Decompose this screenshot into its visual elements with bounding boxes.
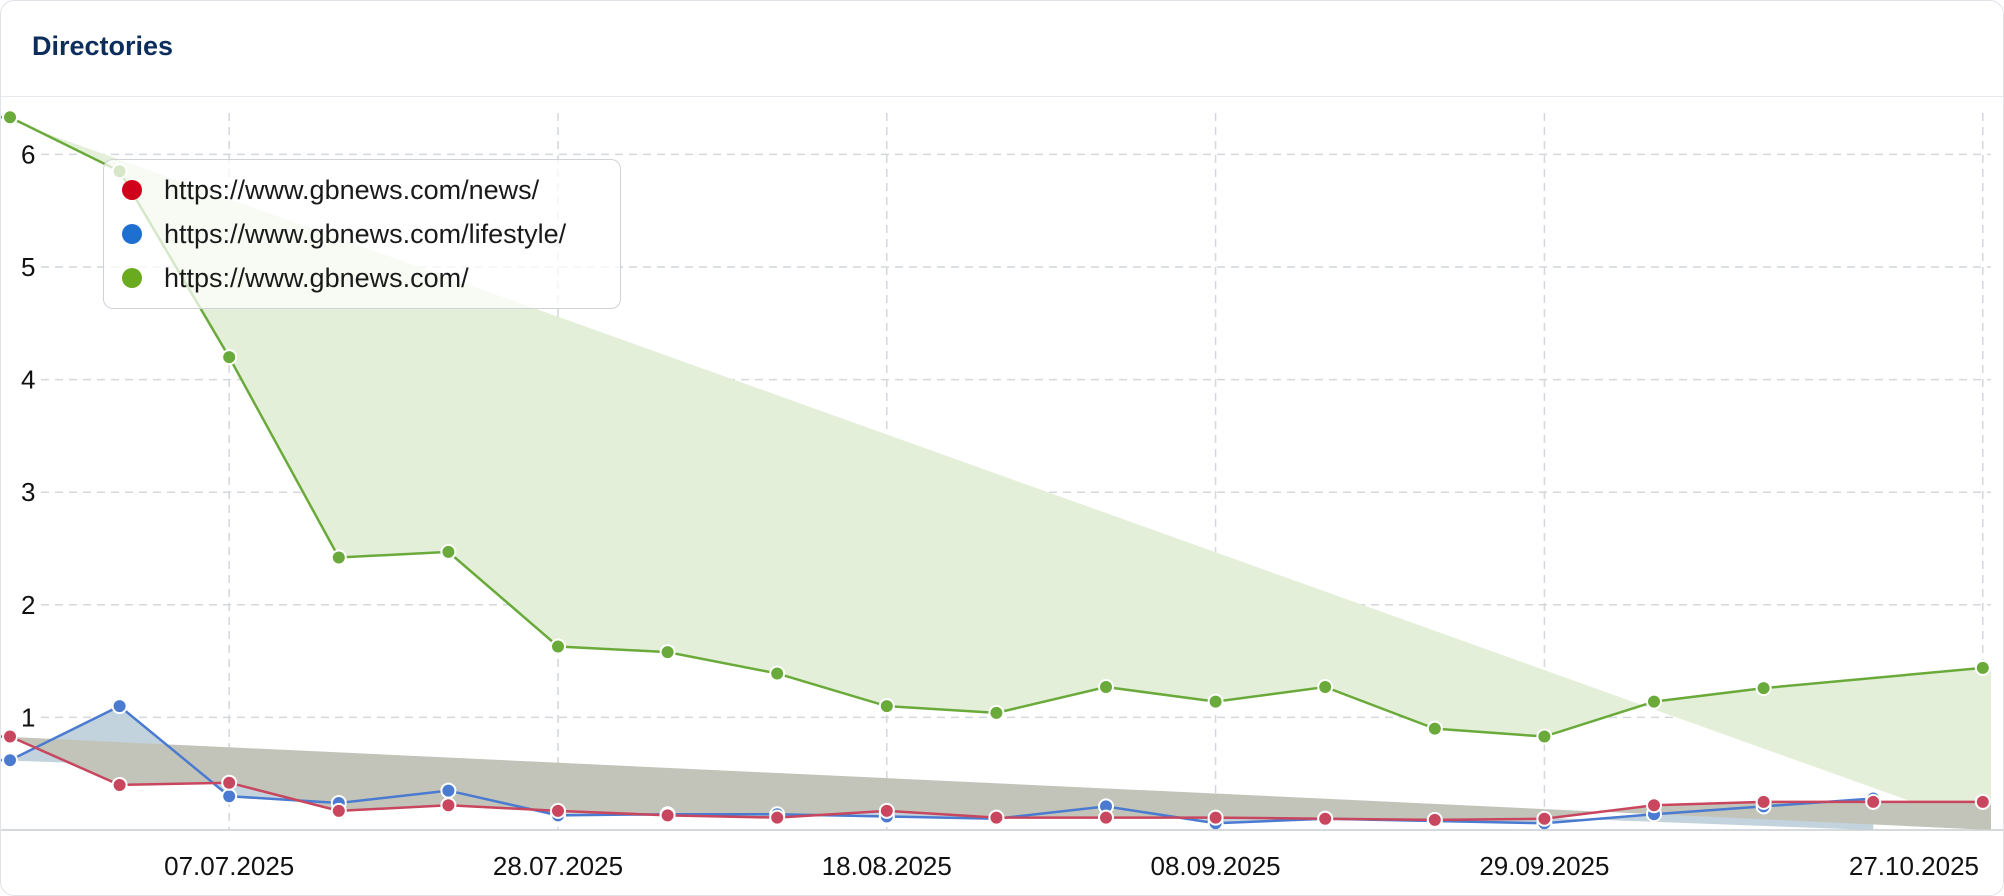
y-tick-label: 2 (21, 590, 35, 620)
data-point-series-0 (659, 644, 676, 661)
x-tick-label: 07.07.2025 (164, 851, 294, 881)
legend-label-news: https://www.gbnews.com/news/ (164, 174, 540, 205)
data-point-series-0 (878, 698, 895, 715)
data-point-series-0 (440, 543, 457, 560)
data-point-series-0 (1755, 680, 1772, 697)
data-point-series-2 (1426, 811, 1443, 828)
data-point-series-1 (221, 788, 238, 805)
data-point-series-0 (1974, 659, 1991, 676)
data-point-series-2 (111, 776, 128, 793)
legend-dot-icon (122, 268, 142, 288)
data-point-series-2 (1207, 809, 1224, 826)
legend-dot-icon (122, 180, 142, 200)
data-point-series-2 (221, 774, 238, 791)
y-tick-label: 3 (21, 477, 35, 507)
y-axis-tick-labels: 1 2 3 4 5 6 (21, 139, 35, 732)
data-point-series-0 (1646, 693, 1662, 710)
data-point-series-0 (1207, 693, 1224, 710)
data-point-series-2 (440, 797, 457, 814)
data-point-series-0 (221, 349, 238, 366)
y-tick-label: 5 (21, 252, 35, 282)
legend-dot-icon (122, 224, 142, 244)
y-tick-label: 6 (21, 139, 35, 169)
legend-item-news[interactable]: https://www.gbnews.com/news/ (122, 170, 539, 210)
data-point-series-2 (1536, 810, 1553, 827)
data-point-series-0 (1317, 678, 1334, 695)
y-tick-label: 1 (21, 702, 35, 732)
data-point-series-2 (2, 728, 18, 745)
x-tick-label: 27.10.2025 (1849, 851, 1979, 881)
data-point-series-2 (988, 809, 1005, 826)
data-point-series-2 (550, 802, 566, 819)
chart-legend: https://www.gbnews.com/news/ https://www… (103, 159, 621, 309)
x-tick-label: 08.09.2025 (1151, 851, 1281, 881)
data-point-series-2 (1974, 793, 1991, 810)
x-tick-label: 29.09.2025 (1479, 851, 1609, 881)
data-point-series-2 (1646, 797, 1662, 814)
data-point-series-0 (330, 549, 347, 566)
card-header: Directories (1, 1, 2003, 97)
data-point-series-0 (1426, 720, 1443, 737)
x-axis-tick-labels: 07.07.2025 28.07.2025 18.08.2025 08.09.2025… (164, 851, 1979, 881)
data-point-series-0 (988, 704, 1005, 721)
data-point-series-2 (1755, 793, 1772, 810)
data-point-series-2 (1865, 793, 1882, 810)
x-tick-label: 18.08.2025 (822, 851, 952, 881)
data-point-series-2 (1098, 809, 1114, 826)
data-point-series-2 (659, 807, 676, 824)
card-title: Directories (32, 31, 174, 61)
y-tick-label: 4 (21, 365, 35, 395)
data-point-series-1 (440, 782, 457, 799)
line-series-2 (1, 735, 1983, 822)
legend-item-lifestyle[interactable]: https://www.gbnews.com/lifestyle/ (122, 214, 566, 254)
data-point-series-0 (769, 665, 786, 682)
data-point-series-0 (1098, 678, 1114, 695)
x-tick-label: 28.07.2025 (493, 851, 623, 881)
data-point-series-0 (1536, 728, 1553, 745)
series-points (2, 109, 1991, 832)
legend-label-root: https://www.gbnews.com/ (164, 262, 469, 293)
data-point-series-2 (330, 802, 347, 819)
legend-item-root[interactable]: https://www.gbnews.com/ (122, 258, 469, 298)
data-point-series-2 (769, 809, 786, 826)
data-point-series-0 (2, 109, 18, 126)
legend-label-lifestyle: https://www.gbnews.com/lifestyle/ (164, 218, 567, 249)
data-point-series-2 (1317, 810, 1334, 827)
data-point-series-1 (2, 752, 18, 769)
data-point-series-1 (111, 698, 128, 715)
data-point-series-2 (878, 802, 895, 819)
data-point-series-0 (550, 638, 566, 655)
